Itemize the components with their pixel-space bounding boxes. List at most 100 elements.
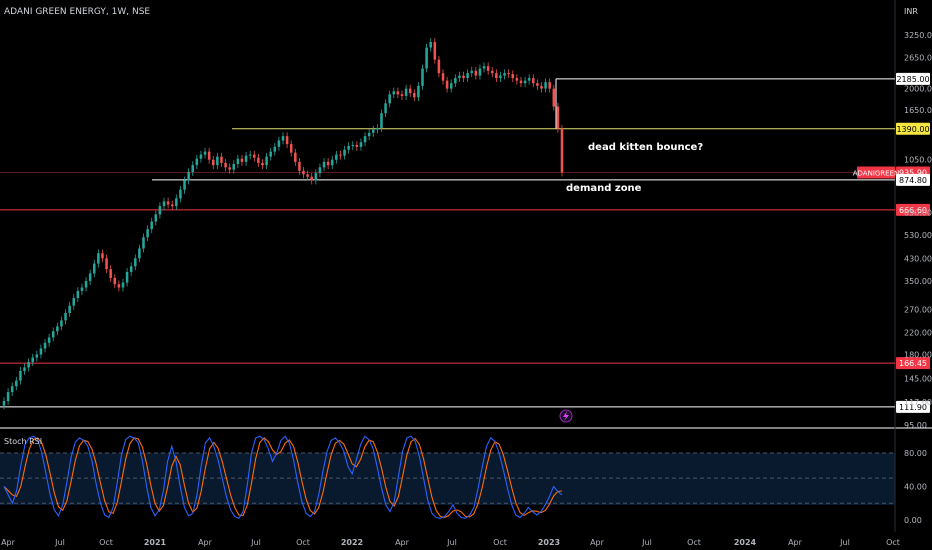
candle-body [433, 42, 437, 60]
candle-body [548, 82, 551, 89]
candle-body [273, 146, 277, 152]
candle-body [138, 248, 141, 259]
candle-body [125, 271, 129, 283]
price-label-box [896, 122, 930, 135]
candle-body [199, 154, 203, 159]
stoch-rsi-panel [3, 435, 563, 519]
candle-body [474, 70, 478, 76]
candle-body [232, 164, 236, 170]
candle-body [322, 161, 326, 168]
symbol-tag-box [857, 166, 895, 179]
candle-body [10, 386, 14, 393]
candle-body [158, 206, 162, 215]
bounce-annotation: dead kitten bounce? [588, 142, 703, 153]
price-tick: 1650.00 [904, 106, 932, 115]
candle-body [203, 151, 207, 155]
time-tick: Apr [198, 538, 213, 547]
candle-body [113, 277, 117, 285]
candle-body [482, 66, 486, 69]
price-label: 874.80 [899, 176, 927, 185]
candle-body [495, 73, 498, 79]
candle-body [261, 162, 264, 166]
candle-body [142, 237, 145, 249]
candle-body [367, 132, 371, 137]
candle-body [6, 392, 10, 402]
candle-body [339, 154, 342, 156]
currency-label: INR [904, 7, 918, 16]
candle-body [425, 47, 428, 69]
candle-body [478, 68, 482, 76]
candle-body [335, 154, 338, 160]
candle-body [330, 159, 334, 166]
candle-body [76, 290, 80, 299]
candle-body [277, 140, 281, 147]
candle-body [19, 370, 22, 381]
price-label: 166.45 [899, 359, 927, 368]
lightning-icon[interactable] [559, 409, 573, 423]
candle-body [458, 75, 461, 79]
candle-body [532, 78, 535, 84]
stoch-tick: 80.00 [904, 449, 927, 458]
candle-body [220, 156, 223, 163]
time-tick: Oct [493, 538, 507, 547]
candle-body [326, 161, 330, 166]
candle-body [154, 214, 158, 222]
price-label-box [896, 203, 930, 216]
candle-body [64, 313, 67, 321]
candle-body [240, 158, 244, 162]
price-label-box [896, 400, 930, 413]
time-tick: Apr [395, 538, 410, 547]
candle-body [519, 80, 523, 84]
candle-body [92, 263, 96, 274]
candle-body [269, 151, 272, 157]
time-tick: Oct [99, 538, 113, 547]
price-tick: 2650.00 [904, 54, 932, 63]
time-tick: Apr [590, 538, 605, 547]
candle-body [129, 266, 133, 272]
candle-body [281, 136, 285, 141]
time-tick: Jul [641, 538, 652, 547]
candle-body [84, 281, 88, 288]
candle-body [150, 221, 153, 230]
candle-body [552, 88, 556, 107]
time-tick: Jul [839, 538, 850, 547]
price-tick: 220.00 [904, 328, 932, 337]
indicator-title: Stoch RSI [4, 437, 42, 446]
candle-body [117, 284, 121, 288]
candle-body [72, 298, 76, 306]
candle-body [134, 258, 137, 267]
candle-body [207, 151, 211, 160]
candle-body [31, 357, 34, 363]
candle-body [224, 162, 227, 168]
candle-body [97, 253, 100, 264]
time-tick: 2022 [341, 538, 363, 547]
stoch-tick: 0.00 [904, 516, 922, 525]
stoch-tick: 40.00 [904, 483, 927, 492]
price-tick: 530.00 [904, 231, 932, 240]
candle-body [289, 144, 293, 153]
price-tick: 95.00 [904, 421, 927, 430]
candlestick-series [2, 38, 564, 410]
price-tick: 350.00 [904, 277, 932, 286]
price-tick: 3250.00 [904, 31, 932, 40]
candle-body [429, 42, 432, 48]
time-tick: Jul [250, 538, 261, 547]
candle-body [146, 229, 149, 238]
candle-body [384, 103, 387, 114]
candle-body [56, 326, 59, 332]
candle-body [88, 273, 92, 282]
candle-body [121, 282, 125, 288]
time-tick: Oct [886, 538, 900, 547]
candle-body [437, 59, 441, 74]
candle-body [454, 78, 457, 84]
candle-body [101, 253, 104, 259]
price-tick: 1050.00 [904, 156, 932, 165]
candle-body [47, 337, 51, 343]
candle-body [23, 367, 26, 371]
candle-body [318, 167, 322, 174]
price-tick: 117.00 [904, 398, 932, 407]
candle-body [191, 165, 195, 172]
time-tick: Oct [687, 538, 701, 547]
